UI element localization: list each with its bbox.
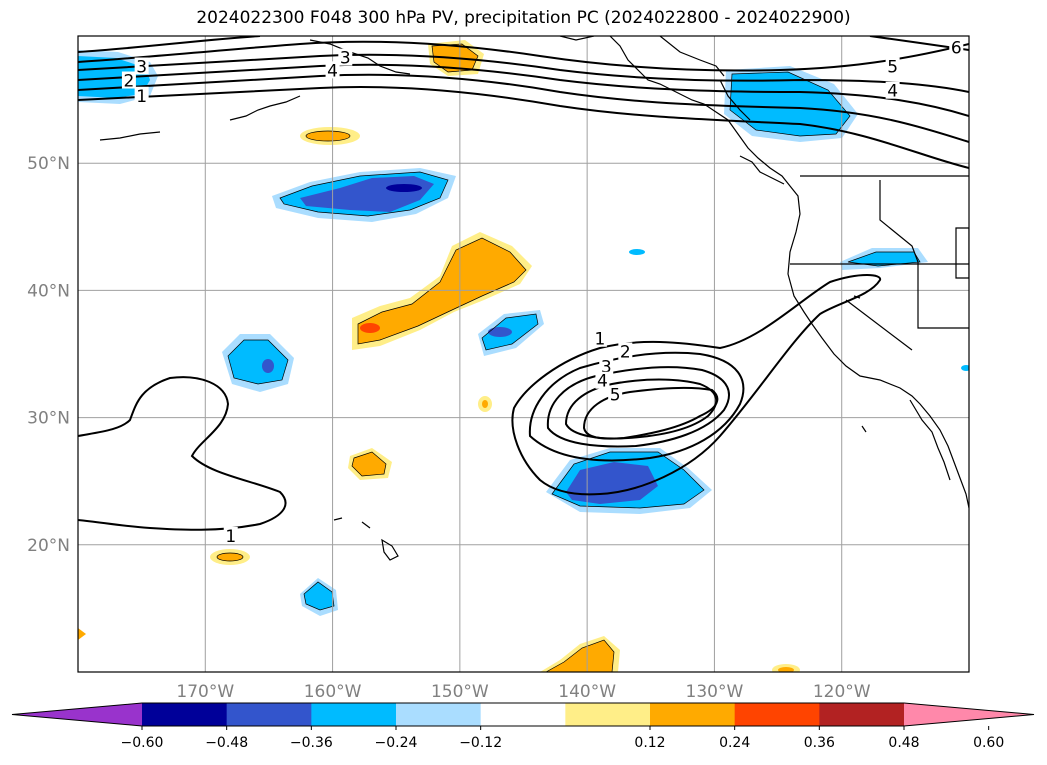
contour-label: 3 (340, 49, 351, 69)
colorbar-segment (734, 703, 820, 726)
colorbar-segment (565, 703, 651, 726)
colorbar-segment (650, 703, 736, 726)
graticule (78, 36, 969, 672)
contour-label: 6 (951, 38, 962, 58)
contour-label-bg (885, 81, 900, 99)
contour-label: 4 (887, 82, 898, 102)
lat-tick-label: 50°N (27, 154, 70, 174)
contour-label: 4 (327, 61, 338, 81)
colorbar-segment (311, 703, 397, 726)
contour-label-bg (134, 86, 149, 104)
colorbar-segment (480, 703, 566, 726)
lat-tick-label: 30°N (27, 409, 70, 429)
colorbar-tick-label: 0.12 (634, 735, 665, 751)
colorbar: −0.60 −0.48 −0.36 −0.24 −0.12 0.12 0.24 0.36 0.4… (11, 702, 1035, 751)
contour-label-bg (121, 71, 136, 89)
pv-contours (78, 36, 969, 531)
colorbar-tick-label: 0.48 (888, 735, 919, 751)
contour-label: 3 (136, 58, 147, 78)
lon-tick-label: 130°W (686, 682, 744, 702)
longitude-tick-labels: 170°W 160°W 150°W 140°W 130°W 120°W (176, 682, 870, 702)
colorbar-tick-label: 0.24 (719, 735, 750, 751)
contour-label-bg (618, 342, 633, 360)
lon-tick-label: 150°W (431, 682, 489, 702)
contour-label: 2 (620, 342, 631, 362)
contour-label: 4 (597, 372, 608, 392)
plot-frame (77, 35, 970, 673)
lat-tick-label: 40°N (27, 281, 70, 301)
colorbar-tick-label: −0.24 (375, 735, 418, 751)
colorbar-tick-label: −0.12 (459, 735, 502, 751)
contour-label-bg (325, 61, 340, 79)
colorbar-tick-label: −0.60 (121, 735, 164, 751)
contour-label: 1 (594, 330, 605, 350)
colorbar-segment (396, 703, 482, 726)
contour-label: 5 (610, 386, 621, 406)
contour-label-bg (223, 526, 238, 544)
lon-tick-label: 170°W (176, 682, 234, 702)
colorbar-tick-label: 0.36 (804, 735, 835, 751)
contour-label-bg (885, 57, 900, 75)
contour-label: 2 (124, 72, 135, 92)
colorbar-tick-label: 0.60 (973, 735, 1004, 751)
colorbar-tick-label: −0.48 (205, 735, 248, 751)
colorbar-segment (226, 703, 312, 726)
colorbar-segment (142, 703, 228, 726)
colorbar-segment (819, 703, 905, 726)
contour-label-bg (592, 329, 607, 347)
colorbar-extend-min (12, 703, 142, 726)
contour-label-bg (608, 385, 623, 403)
contour-label: 1 (136, 87, 147, 107)
map-title: 2024022300 F048 300 hPa PV, precipitatio… (196, 8, 851, 28)
colorbar-tick-label: −0.36 (290, 735, 333, 751)
contour-label-bg (949, 38, 964, 56)
latitude-tick-labels: 20°N 30°N 40°N 50°N (27, 154, 70, 556)
contour-label: 1 (225, 527, 236, 547)
contour-label-bg (595, 371, 610, 389)
contour-label-bg (599, 357, 614, 375)
lon-tick-label: 140°W (558, 682, 616, 702)
precipitation-shading (78, 40, 969, 672)
contour-label-bg (338, 48, 353, 66)
colorbar-extend-max (904, 703, 1034, 726)
lon-tick-label: 120°W (813, 682, 871, 702)
lat-tick-label: 20°N (27, 536, 70, 556)
contour-label: 3 (601, 358, 612, 378)
contour-label: 5 (887, 58, 898, 78)
lon-tick-label: 160°W (304, 682, 362, 702)
contour-label-bg (134, 57, 149, 75)
